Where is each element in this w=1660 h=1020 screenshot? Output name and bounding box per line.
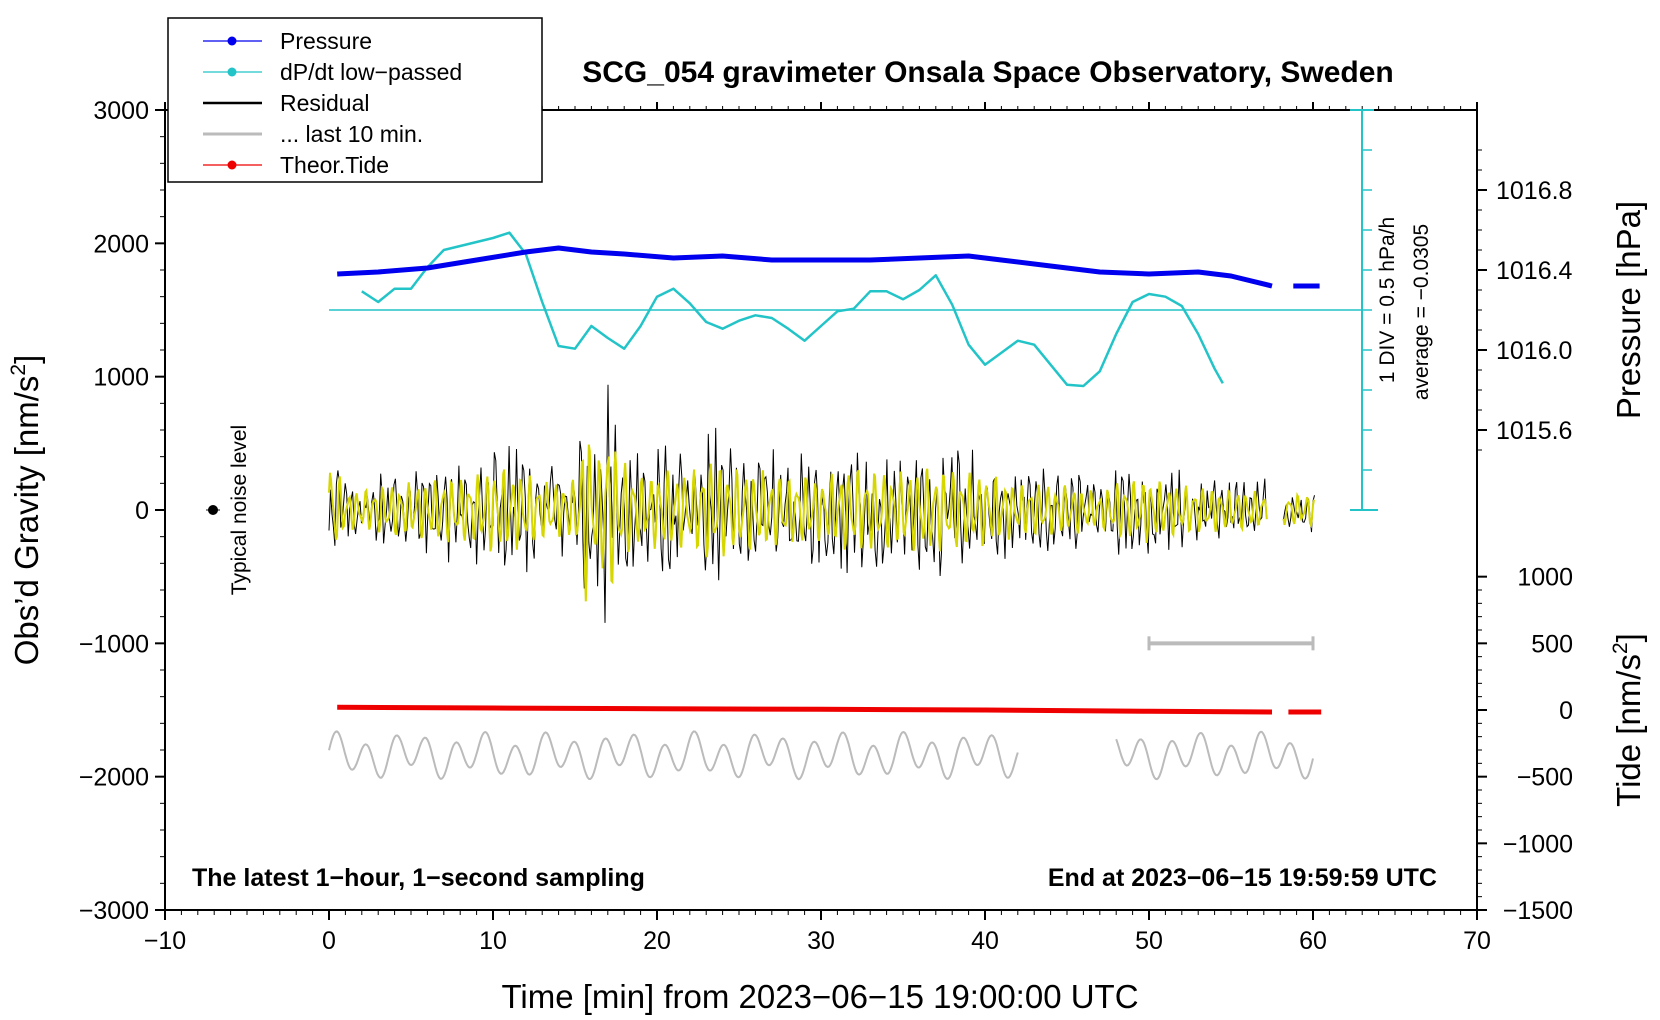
y-axis-title-close: ] [8, 355, 45, 364]
legend-label: Pressure [280, 28, 372, 54]
y-axis-ticks: 3000 2000 1000 0 −1000 −2000 −3000 [79, 97, 165, 925]
pressure-tick-label: 1016.4 [1496, 257, 1573, 285]
noise-level-point [208, 505, 218, 515]
legend-box [167, 17, 543, 183]
tide-line [337, 704, 1273, 715]
x-tick-label: 30 [807, 927, 835, 955]
y-tick-label: 0 [135, 497, 149, 525]
residual-filtered-line [328, 444, 1268, 602]
x-tick-label: −10 [144, 927, 186, 955]
legend-swatch-marker [227, 36, 237, 46]
bottom-right-note: End at 2023−06−15 19:59:59 UTC [1048, 864, 1437, 892]
dpdt-average-note: average = −0.0305 [1410, 224, 1433, 400]
tide-tick-label: −1000 [1503, 830, 1573, 858]
x-tick-label: 50 [1135, 927, 1163, 955]
y-tick-label: 3000 [93, 97, 149, 125]
x-tick-label: 20 [643, 927, 671, 955]
x-axis-title: Time [min] from 2023−06−15 19:00:00 UTC [501, 978, 1138, 1015]
series-layer [328, 231, 1363, 781]
legend-label: Theor.Tide [280, 152, 389, 178]
pressure-axis-ticks: 1016.8 1016.4 1016.0 1015.6 [1477, 149, 1573, 451]
legend-items: Pressure dP/dt low−passed Residual ... last… [203, 28, 462, 178]
legend-swatch-marker [227, 67, 237, 77]
x-axis-ticks: −10 0 10 20 30 40 50 60 70 [144, 102, 1491, 955]
pressure-tick-label: 1016.0 [1496, 337, 1572, 365]
tide-axis-title: Tide [nm/s2] [1609, 633, 1647, 807]
x-tick-label: 10 [479, 927, 507, 955]
y-tick-label: −3000 [79, 897, 149, 925]
tide-axis-title-sup: 2 [1609, 642, 1632, 654]
tide-axis-title-text: Tide [nm/s [1610, 654, 1647, 807]
legend: Pressure dP/dt low−passed Residual ... last… [167, 17, 543, 183]
chart-title: SCG_054 gravimeter Onsala Space Observat… [582, 56, 1394, 89]
legend-label: ... last 10 min. [280, 121, 423, 147]
bottom-left-note: The latest 1−hour, 1−second sampling [192, 864, 645, 892]
pressure-tick-label: 1016.8 [1496, 177, 1572, 205]
tide-axis-title-close: ] [1610, 633, 1647, 642]
pressure-axis-title: Pressure [hPa] [1610, 201, 1647, 419]
tide-tick-label: 0 [1559, 697, 1573, 725]
dpdt-line [361, 231, 1224, 388]
tide-tick-label: 1000 [1517, 564, 1573, 592]
x-tick-label: 70 [1463, 927, 1491, 955]
y-axis-title-sup: 2 [7, 364, 30, 376]
x-tick-label: 60 [1299, 927, 1327, 955]
dpdt-scale-note: 1 DIV = 0.5 hPa/h [1376, 217, 1399, 383]
y-tick-label: −2000 [79, 764, 149, 792]
y-axis-title-text: Obs’d Gravity [nm/s [8, 376, 45, 666]
last-10min-line [1115, 730, 1314, 781]
tide-axis-ticks: 1000 500 0 −500 −1000 −1500 [1477, 564, 1573, 925]
y-tick-label: −1000 [79, 630, 149, 658]
noise-level-label: Typical noise level [228, 425, 251, 595]
y-tick-label: 1000 [93, 364, 149, 392]
pressure-line [337, 245, 1273, 289]
x-tick-label: 40 [971, 927, 999, 955]
pressure-tick-label: 1015.6 [1496, 417, 1572, 445]
tide-tick-label: 500 [1531, 630, 1573, 658]
tide-tick-label: −1500 [1503, 897, 1573, 925]
last-10min-line [328, 730, 1019, 781]
y-axis-title: Obs’d Gravity [nm/s2] [7, 355, 45, 666]
x-tick-label: 0 [322, 927, 336, 955]
legend-label: Residual [280, 90, 370, 116]
tide-tick-label: −500 [1517, 764, 1573, 792]
noise-level-marker [206, 505, 220, 515]
y-tick-label: 2000 [93, 230, 149, 258]
residual-filtered-line-tail [1282, 491, 1315, 529]
legend-swatch-marker [227, 160, 237, 170]
legend-label: dP/dt low−passed [280, 59, 462, 85]
